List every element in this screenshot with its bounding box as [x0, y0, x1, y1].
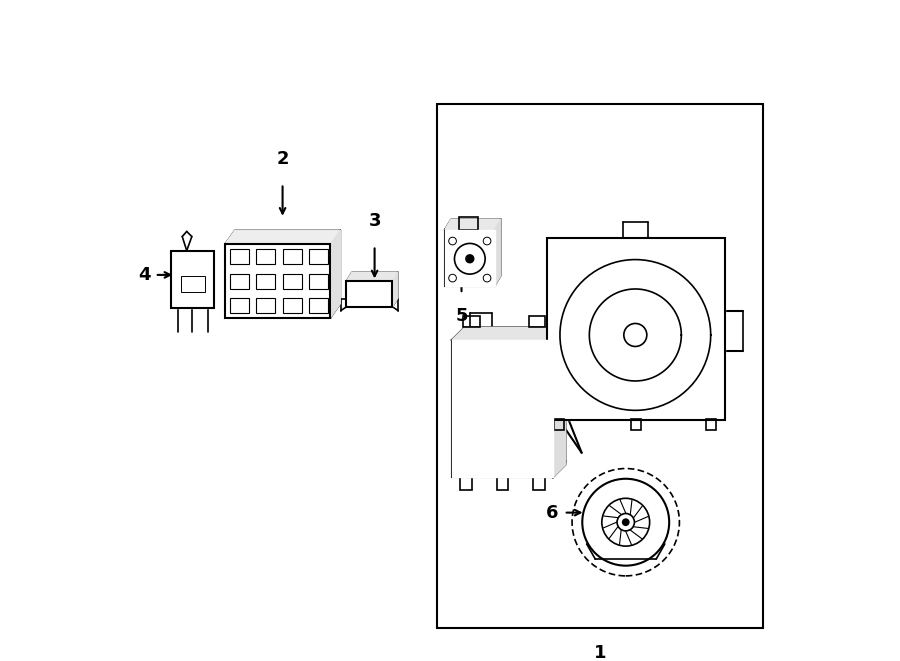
Text: 4: 4 [139, 266, 151, 284]
Bar [706, 418, 716, 430]
Bar [230, 298, 248, 313]
Bar [452, 340, 553, 477]
Polygon shape [445, 229, 495, 286]
Polygon shape [452, 327, 566, 340]
Polygon shape [445, 219, 501, 229]
Bar [283, 274, 302, 289]
Polygon shape [225, 244, 330, 318]
Polygon shape [225, 230, 340, 244]
Text: 3: 3 [368, 212, 381, 230]
Bar [464, 316, 480, 327]
Bar [256, 249, 275, 264]
Bar [283, 298, 302, 313]
Bar [309, 298, 328, 313]
Bar [256, 274, 275, 289]
Polygon shape [171, 251, 214, 308]
Polygon shape [330, 230, 340, 318]
Polygon shape [495, 219, 501, 286]
Bar [230, 274, 248, 289]
Polygon shape [553, 327, 566, 477]
Bar [346, 282, 392, 307]
Bar [181, 276, 205, 292]
Bar [225, 244, 330, 318]
Polygon shape [392, 272, 398, 307]
Polygon shape [547, 239, 724, 420]
Bar [445, 229, 495, 286]
Bar [309, 274, 328, 289]
Polygon shape [346, 272, 398, 282]
Bar [230, 249, 248, 264]
Bar [528, 316, 545, 327]
Bar [459, 217, 478, 229]
Polygon shape [452, 340, 553, 477]
Bar [631, 418, 641, 430]
Bar [171, 251, 214, 308]
Text: 2: 2 [276, 149, 289, 167]
Text: 5: 5 [455, 307, 468, 325]
Bar [256, 298, 275, 313]
Bar [554, 418, 563, 430]
Circle shape [466, 255, 473, 262]
Bar [437, 104, 763, 628]
Text: 1: 1 [594, 644, 607, 661]
Bar [533, 476, 544, 490]
Bar [460, 476, 472, 490]
Bar [309, 249, 328, 264]
Text: 6: 6 [546, 504, 559, 522]
Circle shape [623, 519, 629, 525]
Bar [461, 353, 544, 463]
Bar [283, 249, 302, 264]
Bar [497, 476, 508, 490]
Bar [547, 239, 724, 420]
Polygon shape [346, 282, 392, 307]
